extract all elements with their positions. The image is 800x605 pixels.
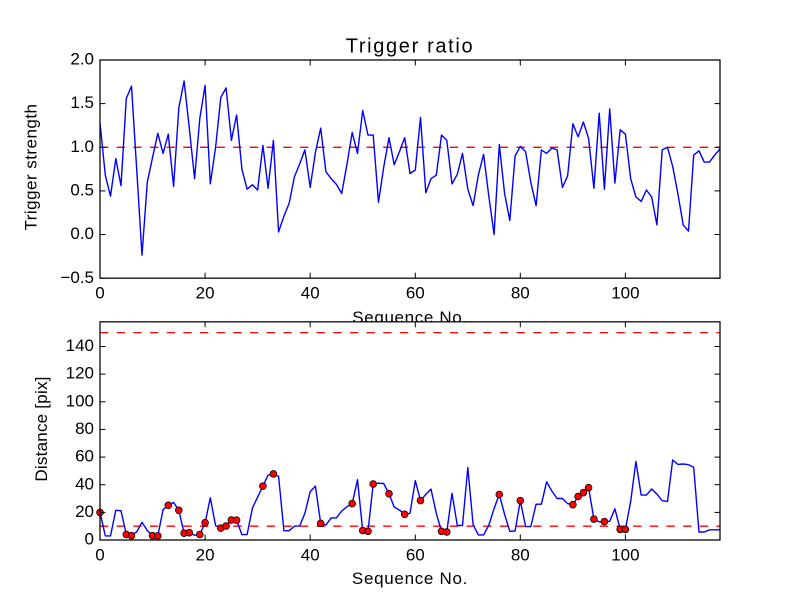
svg-text:60: 60	[75, 447, 94, 466]
svg-text:0: 0	[95, 546, 104, 565]
svg-text:80: 80	[75, 419, 94, 438]
svg-text:100: 100	[611, 283, 639, 302]
svg-text:20: 20	[196, 283, 215, 302]
svg-text:Distance [pix]: Distance [pix]	[32, 376, 51, 481]
svg-text:20: 20	[196, 546, 215, 565]
svg-text:1.5: 1.5	[70, 93, 94, 112]
svg-text:40: 40	[301, 546, 320, 565]
svg-text:60: 60	[406, 283, 425, 302]
svg-text:40: 40	[75, 474, 94, 493]
svg-text:0: 0	[95, 283, 104, 302]
svg-text:100: 100	[611, 546, 639, 565]
svg-text:2.0: 2.0	[70, 50, 94, 69]
svg-text:Trigger ratio: Trigger ratio	[346, 36, 475, 58]
svg-text:80: 80	[511, 283, 530, 302]
svg-text:Trigger strength: Trigger strength	[22, 104, 41, 231]
svg-text:40: 40	[301, 283, 320, 302]
svg-text:Sequence No.: Sequence No.	[352, 569, 468, 588]
svg-text:1.0: 1.0	[70, 137, 94, 156]
svg-text:60: 60	[406, 546, 425, 565]
svg-text:0: 0	[85, 530, 94, 549]
svg-text:0.5: 0.5	[70, 181, 94, 200]
svg-text:80: 80	[511, 546, 530, 565]
svg-text:100: 100	[66, 391, 94, 410]
svg-text:0.0: 0.0	[70, 224, 94, 243]
svg-text:140: 140	[66, 336, 94, 355]
svg-text:−0.5: −0.5	[60, 268, 94, 287]
svg-text:120: 120	[66, 364, 94, 383]
svg-text:20: 20	[75, 502, 94, 521]
